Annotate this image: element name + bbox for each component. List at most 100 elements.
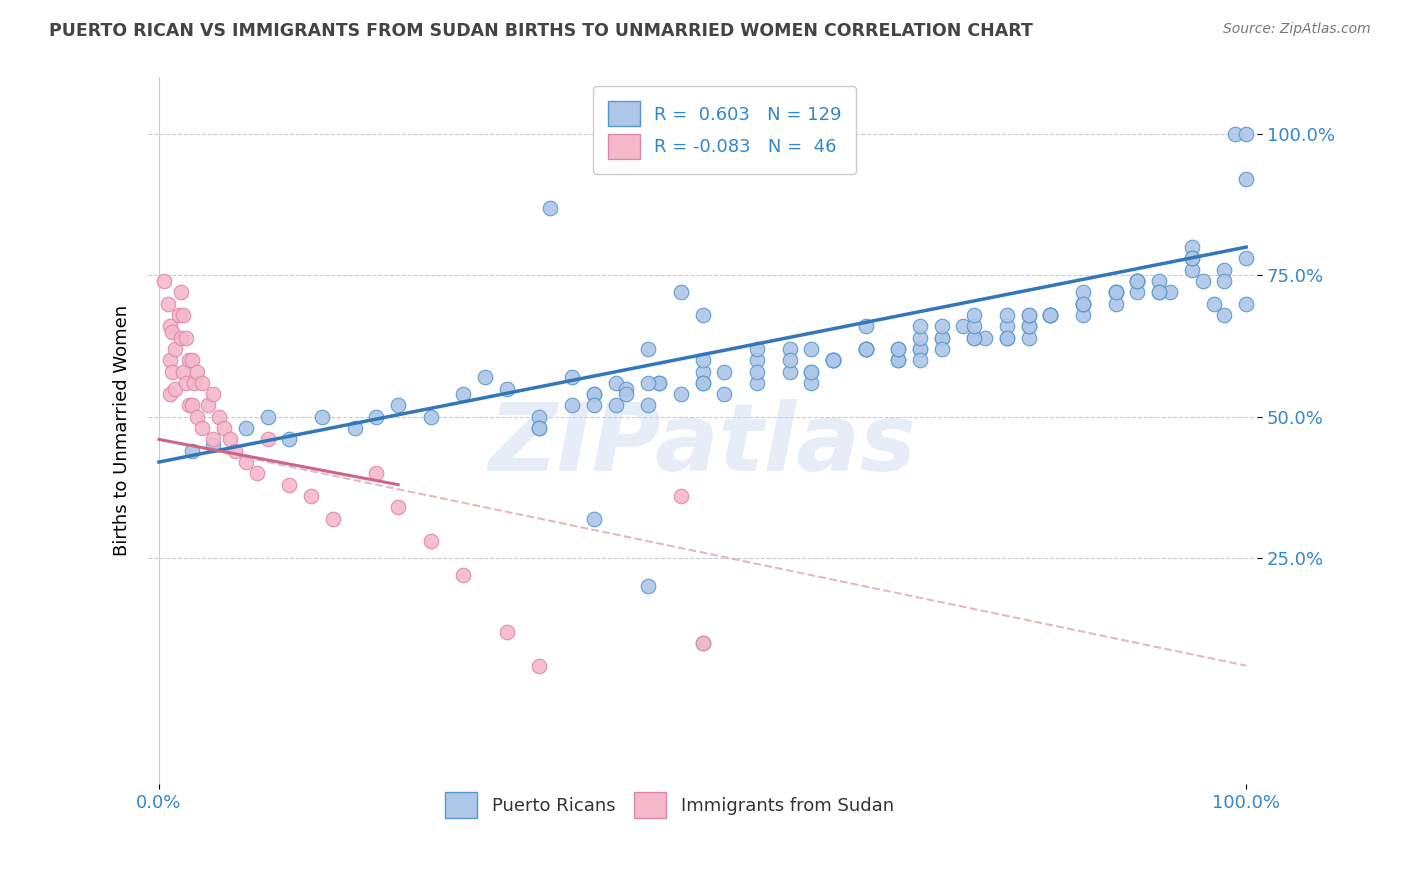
Text: PUERTO RICAN VS IMMIGRANTS FROM SUDAN BIRTHS TO UNMARRIED WOMEN CORRELATION CHAR: PUERTO RICAN VS IMMIGRANTS FROM SUDAN BI…: [49, 22, 1033, 40]
Point: [713, 365, 735, 379]
Point: [235, 455, 257, 469]
Point: [692, 353, 714, 368]
Point: [1018, 308, 1040, 322]
Point: [616, 387, 638, 401]
Point: [180, 353, 202, 368]
Point: [1018, 330, 1040, 344]
Point: [299, 489, 322, 503]
Point: [669, 387, 692, 401]
Point: [212, 421, 235, 435]
Point: [1147, 285, 1170, 300]
Point: [745, 353, 768, 368]
Point: [419, 534, 441, 549]
Point: [172, 308, 194, 322]
Point: [616, 382, 638, 396]
Point: [246, 467, 269, 481]
Point: [800, 342, 823, 356]
Point: [887, 353, 910, 368]
Point: [779, 353, 801, 368]
Point: [387, 500, 409, 515]
Point: [208, 409, 231, 424]
Point: [908, 330, 931, 344]
Point: [605, 376, 627, 390]
Point: [692, 636, 714, 650]
Point: [692, 308, 714, 322]
Point: [180, 443, 202, 458]
Point: [322, 511, 344, 525]
Point: [855, 342, 877, 356]
Point: [1126, 274, 1149, 288]
Point: [692, 376, 714, 390]
Point: [779, 365, 801, 379]
Point: [172, 365, 194, 379]
Point: [366, 467, 388, 481]
Point: [160, 365, 183, 379]
Point: [179, 399, 201, 413]
Point: [387, 399, 409, 413]
Point: [952, 319, 974, 334]
Point: [855, 319, 877, 334]
Point: [179, 353, 201, 368]
Point: [561, 399, 583, 413]
Point: [278, 477, 301, 491]
Point: [1147, 285, 1170, 300]
Text: ZIPatlas: ZIPatlas: [488, 399, 917, 491]
Point: [202, 438, 225, 452]
Point: [582, 387, 605, 401]
Point: [180, 399, 202, 413]
Point: [692, 365, 714, 379]
Point: [908, 342, 931, 356]
Point: [1039, 308, 1062, 322]
Point: [1071, 296, 1094, 310]
Point: [496, 382, 519, 396]
Point: [995, 330, 1018, 344]
Point: [256, 433, 278, 447]
Point: [692, 636, 714, 650]
Point: [202, 433, 225, 447]
Point: [669, 489, 692, 503]
Point: [800, 365, 823, 379]
Point: [1071, 308, 1094, 322]
Point: [637, 342, 659, 356]
Point: [183, 376, 205, 390]
Point: [1126, 274, 1149, 288]
Point: [582, 399, 605, 413]
Point: [1213, 274, 1236, 288]
Point: [582, 511, 605, 525]
Point: [974, 330, 997, 344]
Point: [1018, 319, 1040, 334]
Point: [159, 319, 181, 334]
Point: [1213, 308, 1236, 322]
Point: [202, 387, 225, 401]
Point: [170, 330, 193, 344]
Point: [745, 376, 768, 390]
Point: [1039, 308, 1062, 322]
Point: [931, 330, 953, 344]
Point: [995, 330, 1018, 344]
Point: [931, 342, 953, 356]
Point: [159, 353, 181, 368]
Point: [256, 409, 278, 424]
Point: [1181, 252, 1204, 266]
Point: [278, 433, 301, 447]
Point: [1159, 285, 1181, 300]
Point: [167, 308, 190, 322]
Point: [821, 353, 844, 368]
Point: [1039, 308, 1062, 322]
Point: [224, 443, 246, 458]
Point: [496, 624, 519, 639]
Point: [1071, 296, 1094, 310]
Point: [174, 376, 197, 390]
Point: [692, 376, 714, 390]
Point: [474, 370, 496, 384]
Point: [538, 201, 561, 215]
Point: [745, 365, 768, 379]
Point: [963, 319, 986, 334]
Point: [1234, 172, 1257, 186]
Point: [1191, 274, 1213, 288]
Point: [165, 342, 187, 356]
Point: [855, 342, 877, 356]
Point: [648, 376, 671, 390]
Point: [821, 353, 844, 368]
Point: [186, 365, 208, 379]
